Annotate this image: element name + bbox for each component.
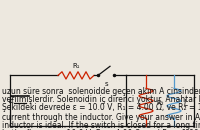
Text: current through the inductor. Give your answer in A.: current through the inductor. Give your … bbox=[2, 113, 200, 122]
Text: s: s bbox=[104, 81, 108, 87]
Text: verilmişlerdir. Solenoidin iç direnci yoktur. Anahtar kapatıldıktan çok: verilmişlerdir. Solenoidin iç direnci yo… bbox=[2, 95, 200, 104]
Text: L: L bbox=[184, 99, 188, 108]
Text: Şekildeki devrede ε = 10.0 V, R₁ = 4.00 Ω, ve R₂ = 1.00 Ω olarak: Şekildeki devrede ε = 10.0 V, R₁ = 4.00 … bbox=[2, 103, 200, 112]
Text: R₁: R₁ bbox=[72, 63, 80, 69]
Text: In the figure ε = 10.0 V, R₁ = 4.00 Ω, and R₂ = 1.00 Ω. The: In the figure ε = 10.0 V, R₁ = 4.00 Ω, a… bbox=[2, 129, 200, 130]
Text: R₂: R₂ bbox=[156, 100, 164, 106]
Text: inductor is ideal. If the switch is closed for a long time, what is the: inductor is ideal. If the switch is clos… bbox=[2, 121, 200, 130]
Text: E: E bbox=[9, 96, 14, 105]
Text: uzun süre sonra  solenoidde geçen akım A cinsinden nedir.: uzun süre sonra solenoidde geçen akım A … bbox=[2, 87, 200, 96]
